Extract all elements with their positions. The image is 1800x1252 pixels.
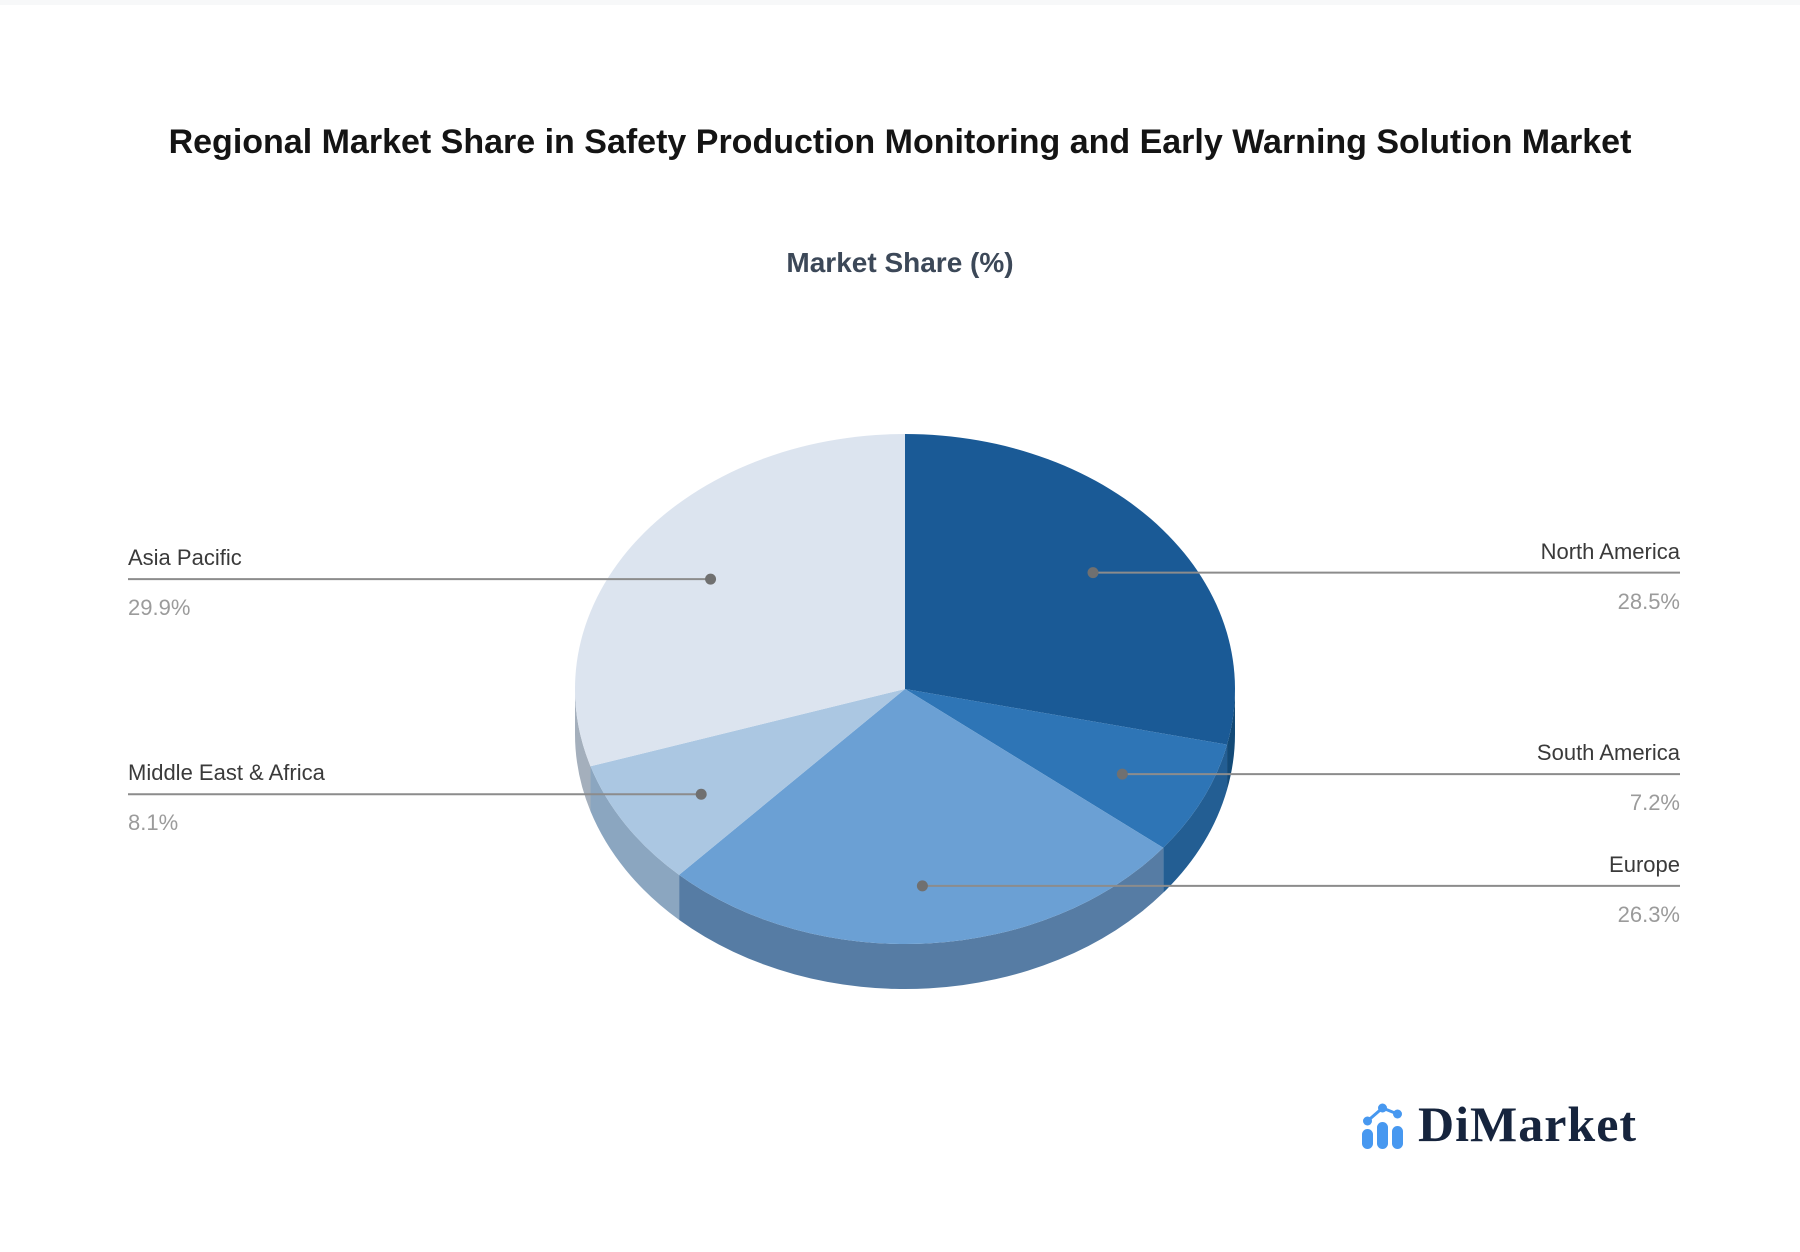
- slice-label: Asia Pacific 29.9%: [128, 545, 242, 621]
- pie-slice[interactable]: [679, 689, 1164, 945]
- slice-label: Middle East & Africa 8.1%: [128, 760, 325, 836]
- pie-slice[interactable]: [905, 689, 1228, 848]
- slice-label: South America 7.2%: [1537, 740, 1680, 816]
- pie-slice-side: [1163, 744, 1228, 893]
- logo-bar: [1362, 1129, 1373, 1149]
- brand-logo: DiMarket: [1360, 1092, 1637, 1156]
- slice-label-name: Europe: [1609, 851, 1680, 877]
- pie-slice-side: [1227, 689, 1235, 790]
- slice-label-percent: 26.3%: [1617, 901, 1680, 927]
- brand-logo-text: DiMarket: [1418, 1096, 1638, 1152]
- slice-label: North America 28.5%: [1541, 539, 1680, 615]
- pie-slice-side: [679, 847, 1164, 990]
- logo-bar: [1377, 1122, 1388, 1149]
- logo-dot: [1378, 1103, 1387, 1113]
- pie-slice-side: [575, 689, 591, 812]
- slice-label-name: North America: [1540, 538, 1680, 564]
- chart-subtitle: Market Share (%): [786, 247, 1014, 278]
- slice-label-name: Asia Pacific: [128, 545, 242, 571]
- logo-bar: [1392, 1126, 1403, 1149]
- slice-label-percent: 7.2%: [1629, 790, 1680, 816]
- leader-dot: [916, 880, 928, 892]
- logo-dot: [1363, 1116, 1372, 1126]
- leader-dot: [1116, 768, 1128, 780]
- page-top-border: [0, 0, 1800, 5]
- pie-slice[interactable]: [575, 434, 905, 767]
- slice-label-percent: 28.5%: [1617, 588, 1680, 614]
- slice-label-percent: 29.9%: [128, 595, 191, 621]
- slice-label-name: Middle East & Africa: [128, 760, 325, 786]
- pie-slice[interactable]: [905, 434, 1235, 745]
- chart-title: Regional Market Share in Safety Producti…: [168, 123, 1632, 161]
- logo-dot: [1393, 1109, 1402, 1119]
- leader-dot: [695, 788, 707, 800]
- leader-dot: [1087, 567, 1099, 579]
- pie-slice[interactable]: [590, 689, 905, 875]
- slice-label-name: South America: [1536, 740, 1680, 766]
- slice-label: Europe 26.3%: [1609, 852, 1680, 928]
- bar-chart-logo-icon: [1362, 1103, 1403, 1149]
- pie-slice-side: [590, 766, 680, 920]
- leader-dot: [705, 573, 717, 585]
- slice-label-percent: 8.1%: [128, 810, 179, 836]
